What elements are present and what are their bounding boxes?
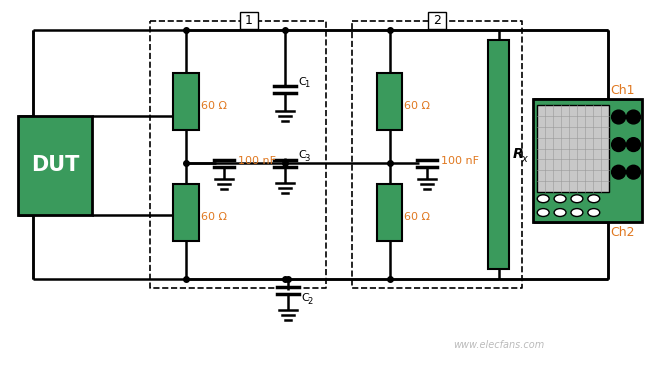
- Text: 60 Ω: 60 Ω: [201, 101, 227, 111]
- Text: 3: 3: [304, 154, 310, 163]
- Text: C: C: [298, 150, 306, 161]
- Text: 1: 1: [245, 14, 253, 27]
- Circle shape: [627, 138, 640, 151]
- Text: DUT: DUT: [30, 155, 79, 175]
- Text: Ch2: Ch2: [611, 226, 635, 239]
- Text: 60 Ω: 60 Ω: [404, 212, 430, 222]
- Ellipse shape: [588, 208, 600, 216]
- Text: www.elecfans.com: www.elecfans.com: [453, 341, 544, 350]
- Ellipse shape: [537, 208, 549, 216]
- Text: C: C: [302, 293, 310, 303]
- Text: R: R: [512, 147, 523, 161]
- Ellipse shape: [571, 195, 583, 203]
- Bar: [537, 105, 609, 192]
- Ellipse shape: [554, 208, 566, 216]
- Text: Ch1: Ch1: [611, 84, 635, 97]
- Bar: [377, 73, 402, 130]
- Text: x: x: [521, 154, 527, 164]
- Circle shape: [612, 138, 625, 151]
- Text: C: C: [298, 77, 306, 87]
- Circle shape: [612, 110, 625, 124]
- Text: 2: 2: [433, 14, 441, 27]
- Bar: [377, 184, 402, 241]
- Bar: [18, 116, 92, 215]
- Text: 1: 1: [304, 80, 310, 89]
- Text: 2: 2: [308, 297, 313, 306]
- Ellipse shape: [588, 195, 600, 203]
- Bar: [533, 99, 642, 222]
- Ellipse shape: [554, 195, 566, 203]
- Ellipse shape: [571, 208, 583, 216]
- Circle shape: [627, 165, 640, 179]
- Text: 60 Ω: 60 Ω: [201, 212, 227, 222]
- Ellipse shape: [537, 195, 549, 203]
- Bar: [173, 184, 199, 241]
- Text: 100 nF: 100 nF: [441, 156, 479, 166]
- Bar: [428, 12, 446, 29]
- Circle shape: [627, 110, 640, 124]
- Circle shape: [612, 165, 625, 179]
- Bar: [240, 12, 258, 29]
- Text: 100 nF: 100 nF: [238, 156, 276, 166]
- Text: 60 Ω: 60 Ω: [404, 101, 430, 111]
- Bar: [488, 40, 509, 269]
- Bar: [173, 73, 199, 130]
